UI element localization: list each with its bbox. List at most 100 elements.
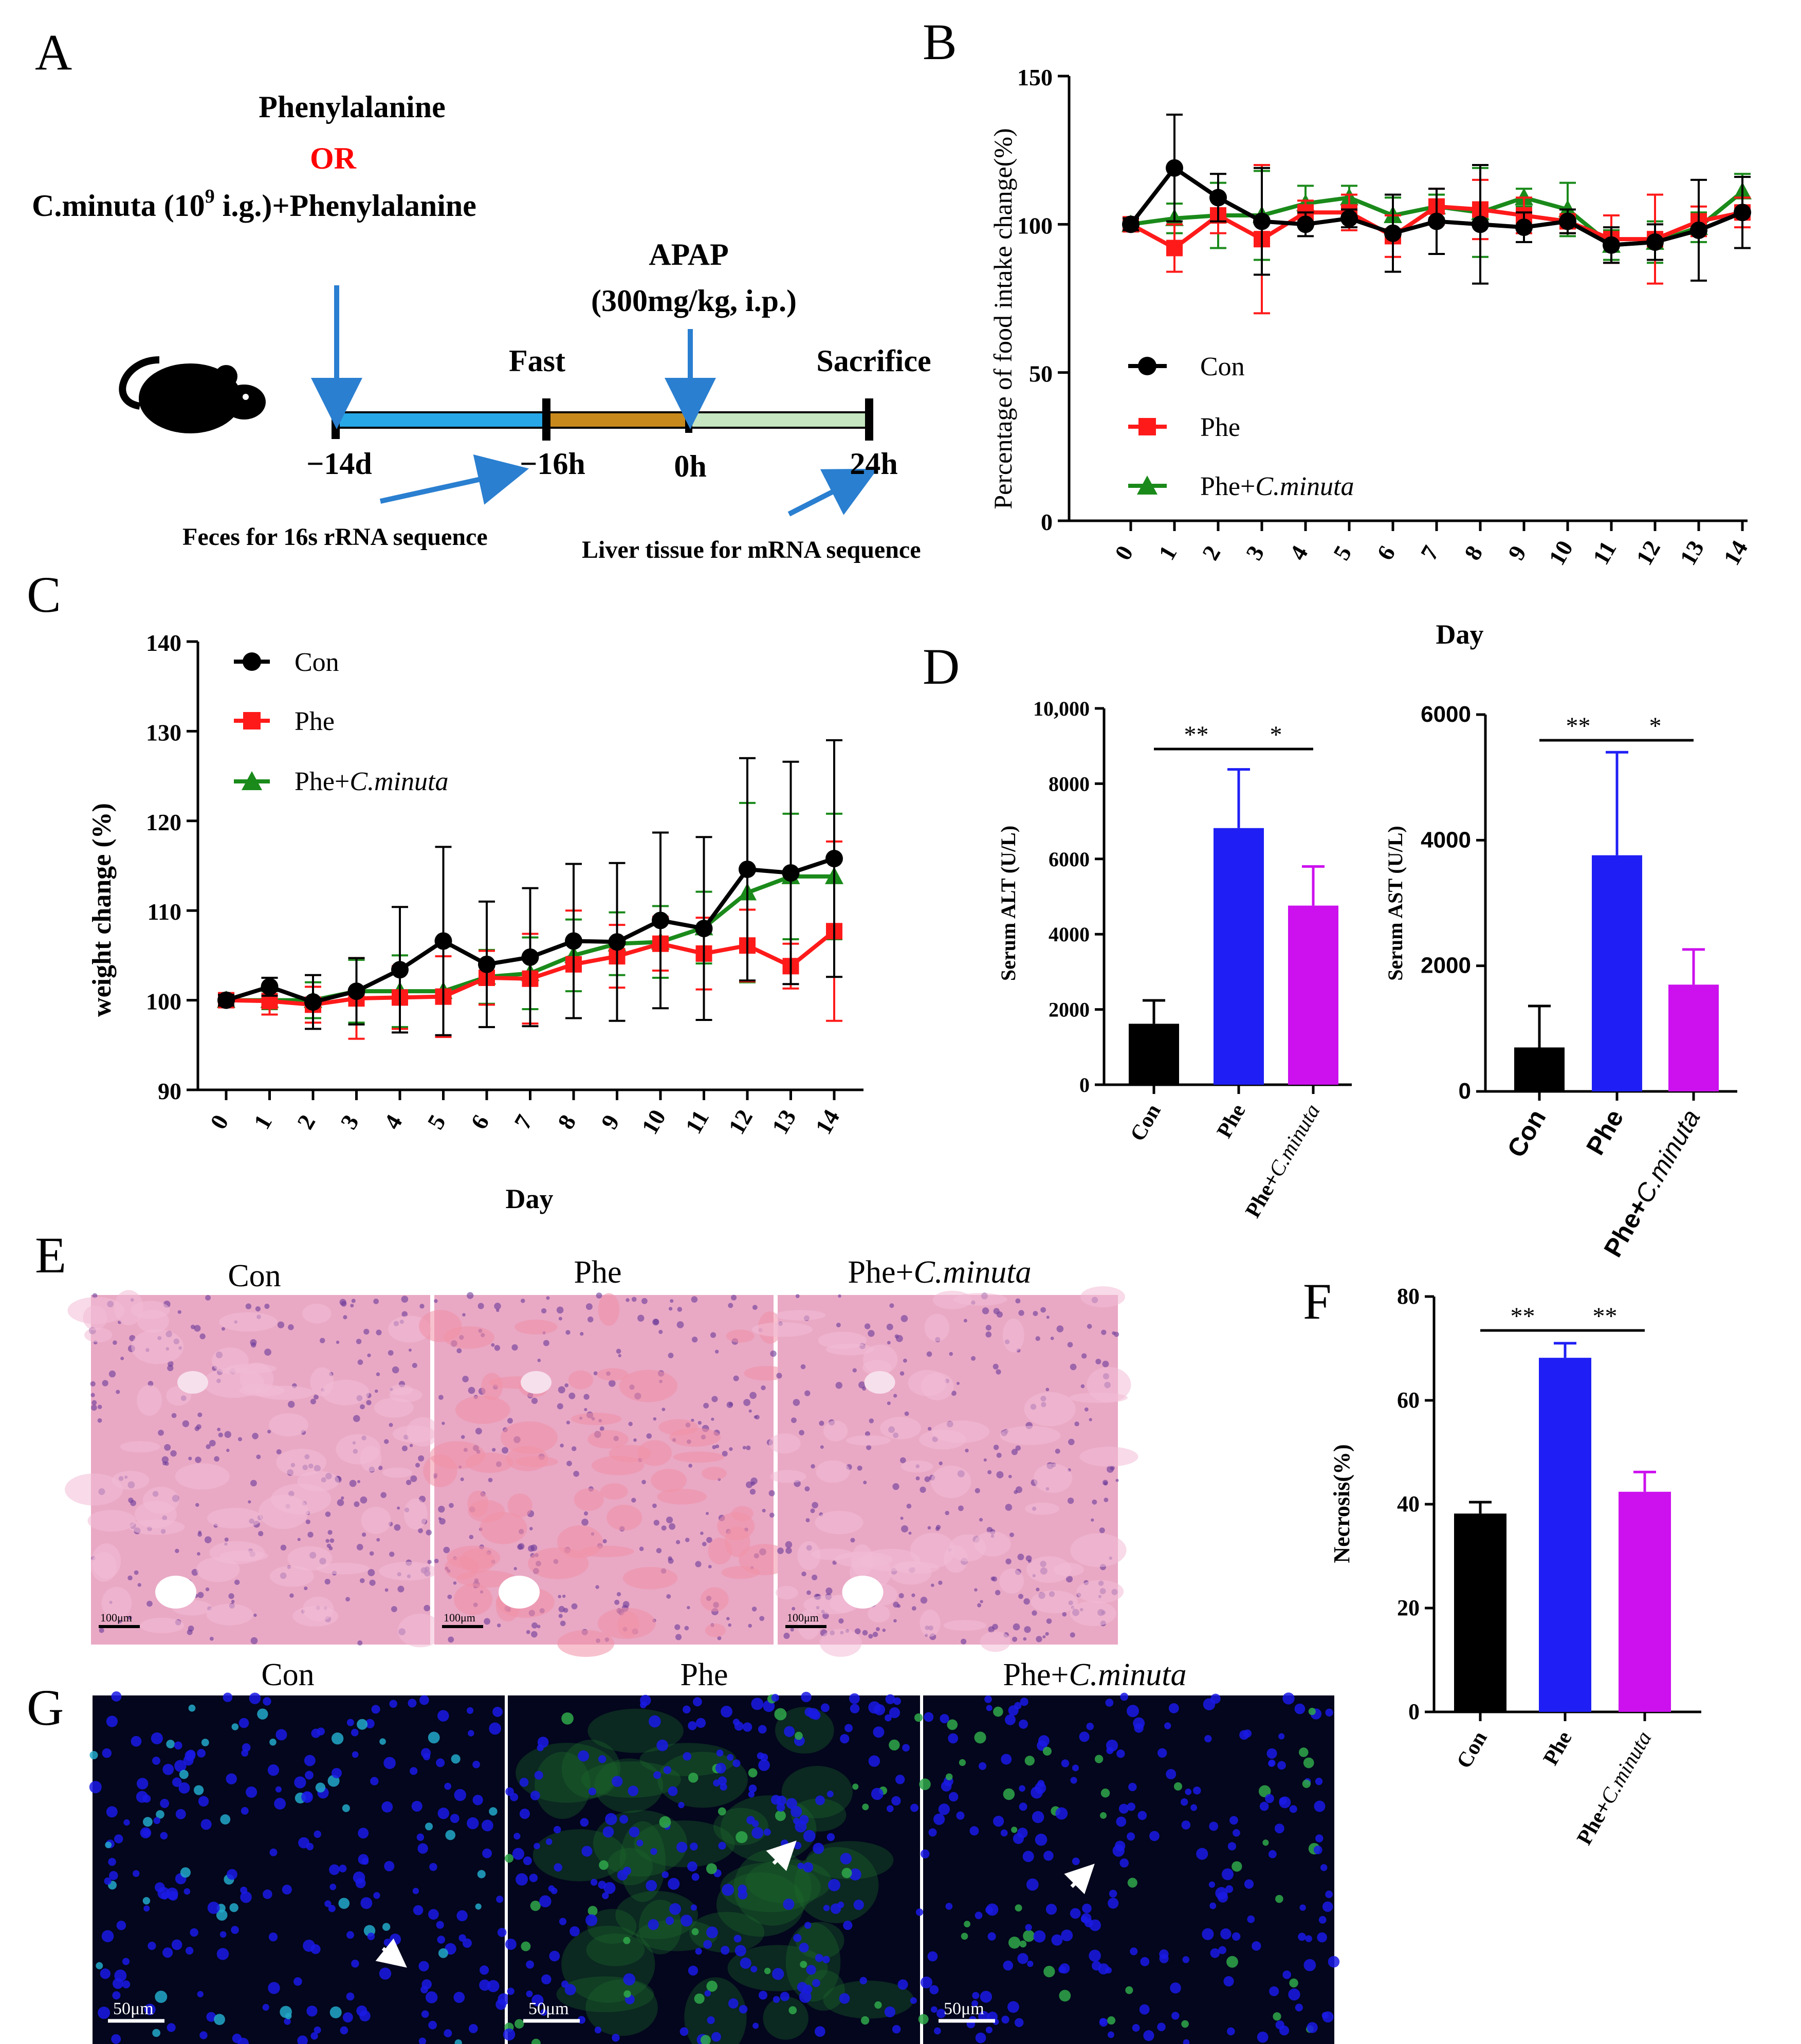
data-point [1472,215,1489,233]
nucleus [148,1942,156,1950]
nucleus [668,1558,674,1564]
nucleus [505,1938,517,1950]
nucleus [571,1603,578,1610]
nucleus [1018,1594,1024,1599]
vessel [842,1576,884,1609]
nucleus [721,1705,732,1718]
nucleus [703,1940,712,1949]
nucleus [797,1863,804,1869]
nucleus [792,1607,796,1611]
nucleus [1100,1788,1110,1798]
nucleus [504,1854,514,1863]
nucleus [1168,1703,1179,1713]
nucleus [112,1991,121,2000]
nucleus [190,1324,195,1329]
nucleus [1315,1834,1324,1842]
nucleus [1084,1407,1089,1412]
nucleus [1299,1904,1306,1911]
vessel [521,1371,552,1394]
tissue-region [1024,1392,1076,1427]
nucleus [1025,1924,1032,1931]
nucleus [793,1399,800,1406]
nucleus [691,1873,700,1881]
x-tick-label: 4 [379,1110,408,1134]
nucleus [623,1990,631,1998]
nucleus [911,1606,916,1611]
nucleus [167,1364,174,1372]
tissue-region [557,1630,615,1657]
nucleus [1313,1846,1322,1854]
nucleus [629,1827,640,1837]
nucleus [974,1588,978,1592]
tissue-region [598,1293,620,1326]
nucleus [1019,1719,1028,1729]
nucleus [1193,1786,1201,1795]
nucleus [158,1430,164,1436]
nucleus [556,1306,564,1314]
nucleus [820,1703,830,1712]
nucleus [717,1636,722,1640]
nucleus [269,1739,277,1746]
nucleus [580,1331,584,1336]
nucleus [945,1903,953,1910]
nucleus [768,1490,775,1496]
nucleus [1070,1777,1077,1784]
nucleus [187,1629,193,1635]
nucleus [1215,1887,1228,1900]
nucleus [443,1546,450,1554]
nucleus [558,1386,565,1394]
nucleus [284,2018,291,2025]
nucleus [297,2035,308,2044]
nucleus [293,1977,302,1986]
nucleus [965,1449,969,1453]
nucleus [1196,1848,1208,1860]
nucleus [380,1492,387,1498]
nucleus [1132,2024,1140,2032]
nucleus [89,1781,102,1794]
nucleus [688,1965,699,1976]
y-tick-label: 0 [1408,1699,1420,1724]
nucleus [915,1908,924,1916]
green-signal [785,1922,841,2002]
nucleus [920,1486,926,1493]
tissue-region [465,1452,513,1473]
panel-letter-d: D [923,638,960,695]
nucleus [959,1759,966,1766]
nucleus [373,1298,379,1304]
green-signal [535,1751,591,1819]
nucleus [679,2027,689,2036]
nucleus [784,1726,795,1737]
nucleus [743,1722,752,1732]
nucleus [1325,1890,1333,1899]
nucleus [162,1947,173,1958]
nucleus [936,2009,946,2018]
nucleus [164,1444,171,1451]
nucleus [537,1358,541,1362]
nucleus [512,1848,525,1860]
nucleus [346,1719,354,1726]
nucleus [190,1928,198,1937]
nucleus [437,1808,449,1819]
nucleus [122,1958,130,1965]
nucleus [776,1373,782,1379]
nucleus [931,1583,934,1587]
food-intake-xlabel: Day [1436,619,1484,650]
nucleus [280,1544,287,1551]
nucleus [466,1707,474,1714]
y-tick-label: 50 [1029,361,1053,387]
nucleus [118,1619,122,1623]
nucleus [1067,1498,1074,1504]
nucleus [367,1932,375,1941]
nucleus [1268,1850,1277,1858]
nucleus [806,1965,816,1975]
nucleus [995,1590,1001,1596]
nucleus [889,1739,900,1751]
nucleus [456,1910,468,1922]
nucleus [823,1905,830,1911]
nucleus [731,1294,737,1301]
x-tick-label: 2 [1197,541,1226,564]
nucleus [234,1579,240,1585]
nucleus [434,1558,439,1563]
nucleus [1322,2011,1334,2023]
